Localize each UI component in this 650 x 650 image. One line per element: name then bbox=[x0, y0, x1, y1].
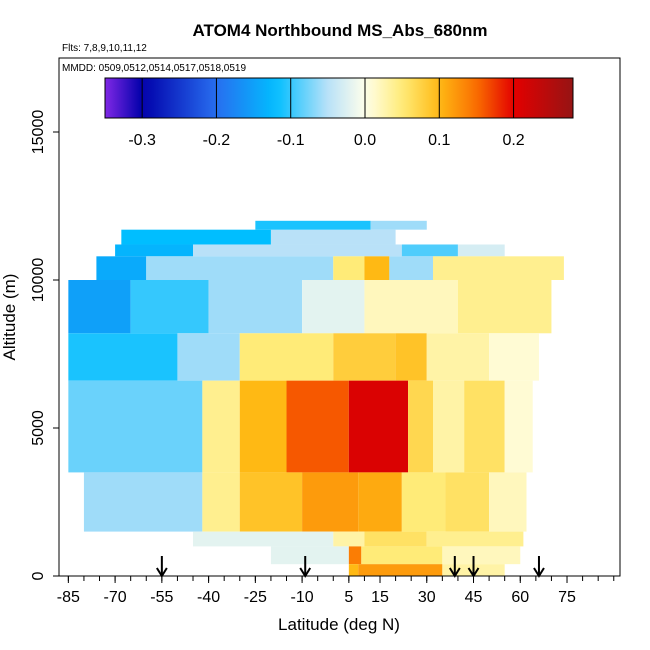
heatmap-cell bbox=[68, 333, 178, 381]
x-tick-label: -55 bbox=[150, 589, 173, 606]
x-tick-label: -25 bbox=[244, 589, 267, 606]
heatmap-cell bbox=[333, 531, 365, 547]
heatmap-cell bbox=[457, 244, 505, 257]
x-tick-label: -85 bbox=[57, 589, 80, 606]
heatmap-cell bbox=[270, 546, 349, 565]
heatmap-cell bbox=[121, 229, 271, 245]
heatmap-cell bbox=[270, 229, 396, 245]
x-tick-label: 75 bbox=[558, 589, 576, 606]
down-arrow-icon bbox=[448, 556, 461, 578]
heatmap-cell bbox=[445, 472, 490, 532]
x-tick-label: 45 bbox=[465, 589, 483, 606]
heatmap-cell bbox=[208, 280, 303, 334]
heatmap-cell bbox=[426, 531, 524, 547]
chart-title: ATOM4 Northbound MS_Abs_680nm bbox=[192, 21, 487, 40]
x-axis: -85 -70 -55 -40 -25 -10 5 15 30 45 60 75 bbox=[57, 576, 615, 606]
heatmap-cells bbox=[68, 220, 564, 576]
x-tick-label: -70 bbox=[104, 589, 127, 606]
heatmap-cell bbox=[96, 256, 147, 280]
colorbar-tick-label: 0.2 bbox=[502, 132, 524, 149]
flight-arrows bbox=[156, 556, 545, 578]
heatmap-cell bbox=[302, 472, 359, 532]
heatmap-cell bbox=[489, 333, 539, 381]
heatmap-cell bbox=[364, 531, 427, 547]
x-tick-label: 15 bbox=[371, 589, 389, 606]
x-tick-label: 60 bbox=[511, 589, 529, 606]
y-tick-label: 0 bbox=[30, 571, 47, 580]
heatmap-cell bbox=[130, 280, 209, 334]
flights-label: Flts: 7,8,9,10,11,12 bbox=[62, 43, 147, 54]
heatmap-cell bbox=[433, 256, 564, 280]
heatmap-cell bbox=[364, 280, 458, 334]
heatmap-cell bbox=[239, 380, 287, 473]
heatmap-cell bbox=[239, 472, 303, 532]
down-arrow-icon bbox=[533, 556, 545, 578]
x-axis-label: Latitude (deg N) bbox=[278, 615, 400, 634]
y-axis-label: Altitude (m) bbox=[0, 274, 19, 361]
colorbar-tick-label: 0.1 bbox=[428, 132, 450, 149]
heatmap-cell bbox=[115, 244, 194, 257]
heatmap-cell bbox=[348, 564, 359, 576]
heatmap-cell bbox=[489, 472, 527, 532]
heatmap-cell bbox=[364, 256, 390, 280]
y-tick-label: 10000 bbox=[30, 258, 47, 303]
colorbar-tick-label: -0.2 bbox=[203, 132, 231, 149]
heatmap-cell bbox=[358, 472, 402, 532]
heatmap-cell bbox=[177, 333, 240, 381]
heatmap-cell bbox=[239, 333, 334, 381]
heatmap-cell bbox=[358, 564, 443, 576]
heatmap-cell bbox=[389, 256, 433, 280]
colorbar-tick-label: -0.1 bbox=[277, 132, 305, 149]
y-axis: 0 5000 10000 15000 bbox=[30, 110, 59, 580]
heatmap-cell bbox=[504, 380, 533, 473]
down-arrow-icon bbox=[156, 556, 168, 578]
heatmap-cell bbox=[333, 333, 396, 381]
mmdd-label: MMDD: 0509,0512,0514,0517,0518,0519 bbox=[62, 63, 246, 74]
heatmap-cell bbox=[202, 472, 240, 532]
heatmap-cell bbox=[401, 244, 458, 257]
heatmap-cell bbox=[68, 280, 131, 334]
plot-frame bbox=[58, 57, 621, 577]
x-tick-label: 30 bbox=[418, 589, 436, 606]
y-tick-label: 15000 bbox=[30, 110, 47, 155]
colorbar-tick-label: 0.0 bbox=[354, 132, 376, 149]
x-tick-label: 5 bbox=[344, 589, 353, 606]
colorbar-gradient bbox=[104, 77, 574, 119]
heatmap-cell bbox=[361, 546, 443, 565]
heatmap-cell bbox=[401, 472, 446, 532]
heatmap-cell bbox=[302, 280, 365, 334]
down-arrow-icon bbox=[467, 556, 480, 578]
heatmap-cell bbox=[193, 531, 334, 547]
x-tick-label: -10 bbox=[291, 589, 314, 606]
heatmap-cell bbox=[83, 472, 203, 532]
heatmap-cell bbox=[464, 380, 505, 473]
heatmap-cell bbox=[395, 333, 427, 381]
heatmap-cell bbox=[426, 333, 490, 381]
heatmap-cell bbox=[457, 280, 552, 334]
heatmap-cell bbox=[146, 256, 334, 280]
heatmap-cell bbox=[333, 256, 365, 280]
heatmap-cell bbox=[193, 244, 402, 257]
heatmap-cell bbox=[433, 380, 465, 473]
colorbar: -0.3 -0.2 -0.1 0.0 0.1 0.2 bbox=[104, 77, 574, 149]
y-tick-label: 5000 bbox=[30, 410, 47, 446]
heatmap-cell bbox=[442, 546, 521, 565]
down-arrow-icon bbox=[299, 556, 312, 578]
heatmap-cell bbox=[286, 380, 349, 473]
heatmap-cell bbox=[370, 220, 427, 230]
heatmap-cell bbox=[68, 380, 203, 473]
heatmap-cell bbox=[348, 546, 362, 565]
x-tick-label: -40 bbox=[197, 589, 220, 606]
heatmap-cell bbox=[255, 220, 371, 230]
heatmap-cell bbox=[202, 380, 240, 473]
colorbar-tick-label: -0.3 bbox=[128, 132, 156, 149]
heatmap-cell bbox=[348, 380, 409, 473]
heatmap-cell bbox=[408, 380, 433, 473]
